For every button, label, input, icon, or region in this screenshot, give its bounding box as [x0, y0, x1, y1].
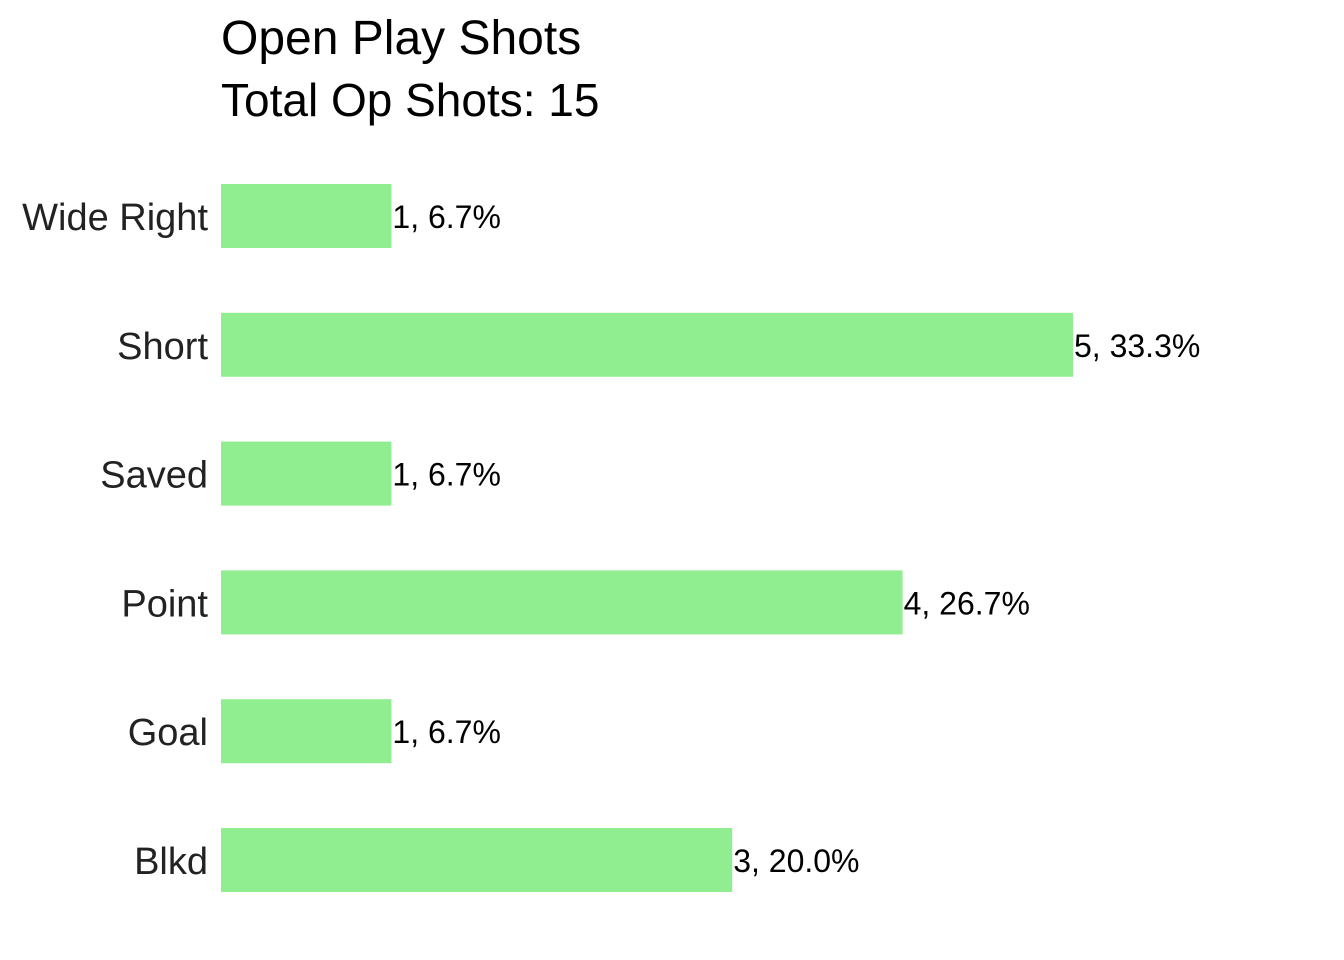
category-label: Wide Right — [22, 197, 208, 239]
category-label: Short — [117, 326, 208, 368]
category-label: Saved — [100, 455, 208, 497]
data-label: 3, 20.0% — [733, 843, 859, 879]
category-label: Goal — [128, 712, 208, 754]
data-label: 1, 6.7% — [392, 714, 501, 750]
category-label: Blkd — [134, 841, 208, 883]
bars-group — [221, 184, 1073, 892]
data-label: 4, 26.7% — [904, 585, 1030, 621]
category-labels-group: Wide Right Short Saved Point Goal Blkd — [22, 197, 208, 883]
bar-goal — [221, 699, 392, 764]
data-label: 1, 6.7% — [392, 457, 501, 493]
chart-title: Open Play Shots — [221, 12, 581, 65]
data-labels-group: 1, 6.7% 5, 33.3% 1, 6.7% 4, 26.7% 1, 6.7% 3, … — [392, 199, 1200, 879]
chart-subtitle: Total Op Shots: 15 — [221, 74, 599, 126]
bar-short — [221, 312, 1073, 377]
bar-wide-right — [221, 184, 392, 248]
bar-blkd — [221, 828, 733, 892]
data-label: 1, 6.7% — [392, 199, 501, 235]
data-label: 5, 33.3% — [1074, 328, 1200, 364]
bar-point — [221, 570, 903, 635]
bar-saved — [221, 441, 392, 506]
category-label: Point — [121, 583, 208, 625]
